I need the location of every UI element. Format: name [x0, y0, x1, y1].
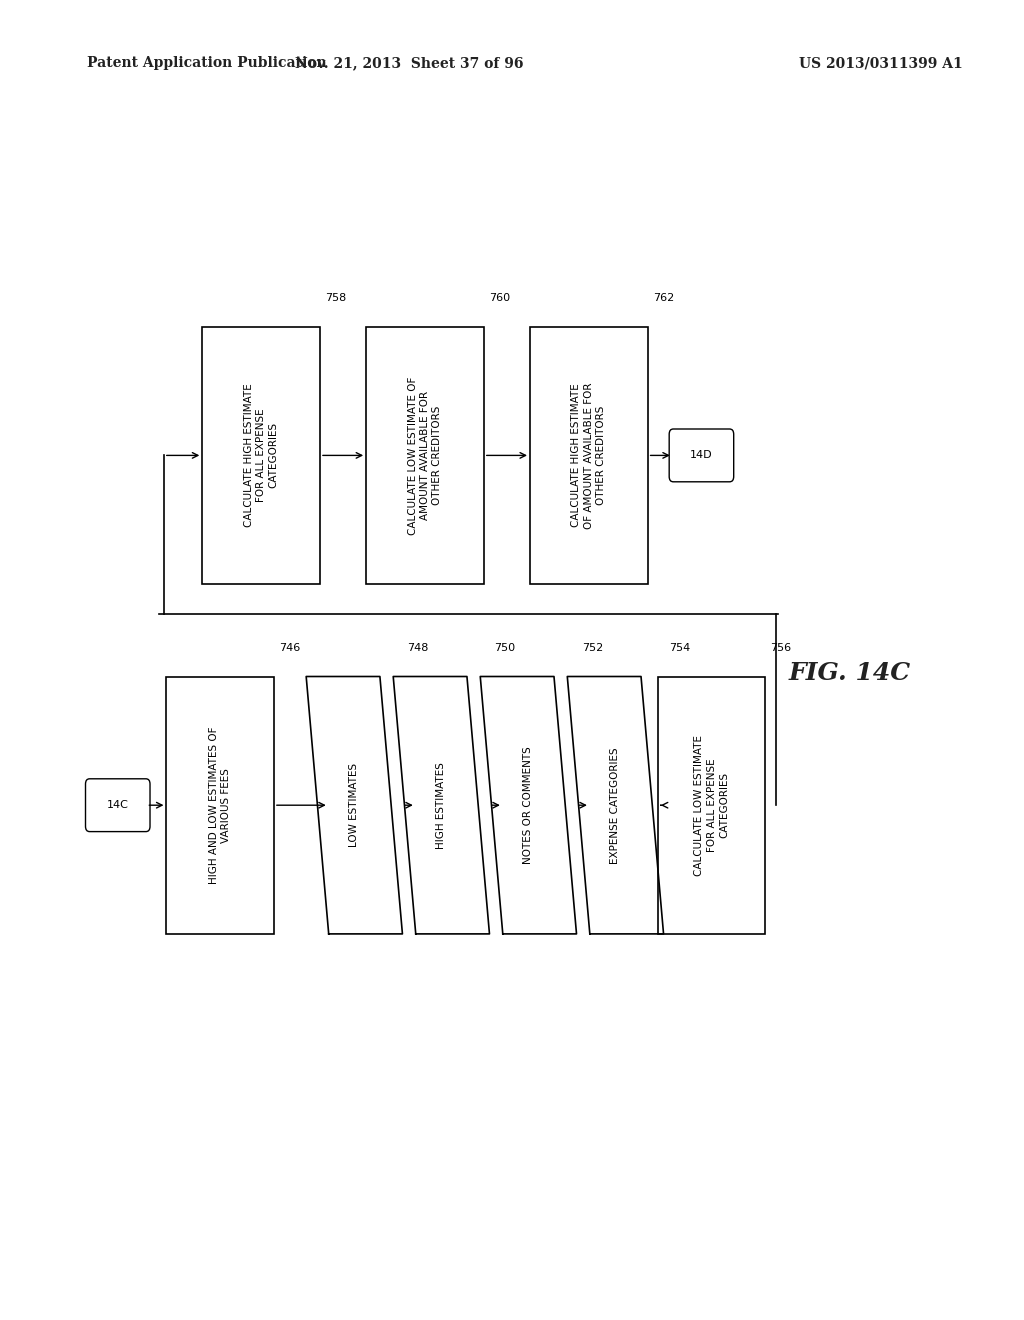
- Polygon shape: [480, 676, 577, 935]
- Text: 758: 758: [326, 293, 346, 302]
- Text: 756: 756: [770, 643, 792, 652]
- Bar: [166, 676, 274, 935]
- Text: CALCULATE LOW ESTIMATE
FOR ALL EXPENSE
CATEGORIES: CALCULATE LOW ESTIMATE FOR ALL EXPENSE C…: [694, 735, 729, 875]
- Text: HIGH ESTIMATES: HIGH ESTIMATES: [436, 762, 446, 849]
- Bar: [203, 327, 319, 583]
- Text: 14D: 14D: [690, 450, 713, 461]
- Text: LOW ESTIMATES: LOW ESTIMATES: [349, 763, 359, 847]
- Text: 750: 750: [495, 643, 516, 652]
- Text: 752: 752: [582, 643, 603, 652]
- Text: CALCULATE HIGH ESTIMATE
FOR ALL EXPENSE
CATEGORIES: CALCULATE HIGH ESTIMATE FOR ALL EXPENSE …: [244, 384, 279, 527]
- Text: HIGH AND LOW ESTIMATES OF
VARIOUS FEES: HIGH AND LOW ESTIMATES OF VARIOUS FEES: [209, 726, 231, 884]
- Text: Nov. 21, 2013  Sheet 37 of 96: Nov. 21, 2013 Sheet 37 of 96: [295, 57, 524, 70]
- Text: EXPENSE CATEGORIES: EXPENSE CATEGORIES: [610, 747, 621, 863]
- FancyBboxPatch shape: [670, 429, 734, 482]
- Text: CALCULATE LOW ESTIMATE OF
AMOUNT AVAILABLE FOR
OTHER CREDITORS: CALCULATE LOW ESTIMATE OF AMOUNT AVAILAB…: [408, 376, 442, 535]
- Text: 762: 762: [653, 293, 674, 302]
- Text: Patent Application Publication: Patent Application Publication: [87, 57, 327, 70]
- Text: US 2013/0311399 A1: US 2013/0311399 A1: [799, 57, 963, 70]
- Text: 760: 760: [489, 293, 510, 302]
- Polygon shape: [567, 676, 664, 935]
- Bar: [657, 676, 765, 935]
- Bar: [530, 327, 647, 583]
- FancyBboxPatch shape: [86, 779, 151, 832]
- Text: 754: 754: [669, 643, 690, 652]
- Text: 746: 746: [279, 643, 300, 652]
- Polygon shape: [306, 676, 402, 935]
- Text: NOTES OR COMMENTS: NOTES OR COMMENTS: [523, 746, 534, 865]
- Text: 14C: 14C: [106, 800, 129, 810]
- Text: FIG. 14C: FIG. 14C: [788, 661, 911, 685]
- Text: 748: 748: [408, 643, 429, 652]
- Bar: [367, 327, 483, 583]
- Text: CALCULATE HIGH ESTIMATE
OF AMOUNT AVAILABLE FOR
OTHER CREDITORS: CALCULATE HIGH ESTIMATE OF AMOUNT AVAILA…: [571, 383, 606, 528]
- Polygon shape: [393, 676, 489, 935]
